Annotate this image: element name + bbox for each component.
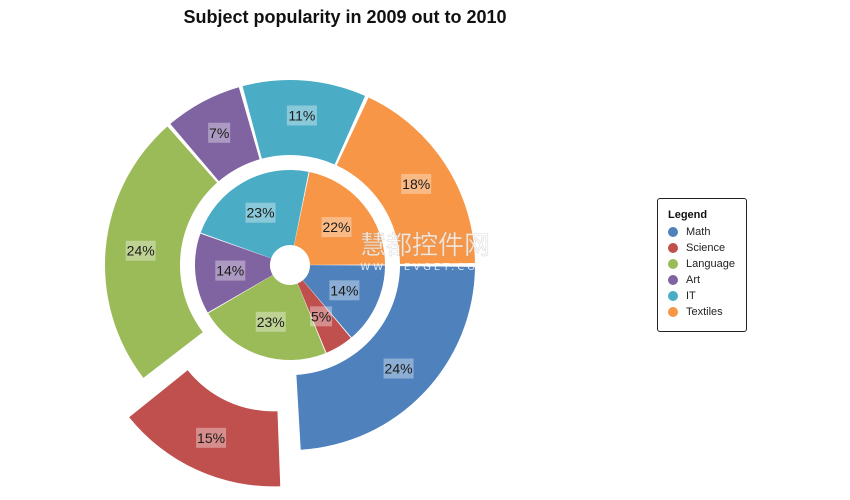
legend-item-it[interactable]: IT [668, 288, 746, 304]
outer-label-bg-it [286, 105, 317, 126]
inner-label-bg-science [310, 306, 333, 327]
legend-item-science[interactable]: Science [668, 240, 746, 256]
inner-label-math: 14% [330, 282, 358, 298]
legend-swatch-textiles [668, 307, 678, 317]
legend-title: Legend [668, 209, 708, 221]
inner-label-bg-textiles [321, 217, 352, 238]
outer-label-textiles: 18% [402, 176, 430, 192]
outer-label-bg-textiles [401, 173, 432, 194]
inner-slice-textiles[interactable] [294, 172, 385, 265]
outer-slice-art[interactable] [170, 87, 260, 182]
inner-slice-it[interactable] [200, 170, 309, 259]
outer-label-bg-math [383, 358, 414, 379]
outer-label-bg-art [208, 122, 231, 143]
legend-label-science: Science [686, 242, 726, 254]
watermark-subtext: WWW.EVGET.COM [360, 262, 490, 273]
inner-slice-art[interactable] [195, 233, 273, 313]
inner-slice-science[interactable] [297, 280, 351, 353]
inner-label-language: 23% [257, 314, 285, 330]
legend-swatch-science [668, 243, 678, 253]
inner-label-bg-language [255, 311, 286, 332]
slice-labels: 14% 5% 23% 14% 23% 22% 24% 15% 24% 7% 11% 18% [125, 105, 432, 448]
outer-label-math: 24% [385, 361, 413, 377]
outer-label-science: 15% [197, 430, 225, 446]
legend-swatch-it [668, 291, 678, 301]
legend-label-language: Language [686, 258, 735, 270]
legend-swatch-language [668, 259, 678, 269]
inner-slice-math[interactable] [302, 265, 385, 338]
outer-label-language: 24% [127, 243, 155, 259]
legend-label-math: Math [686, 226, 711, 238]
inner-label-bg-art [215, 260, 246, 281]
outer-slice-it[interactable] [242, 80, 366, 165]
inner-slice-language[interactable] [208, 275, 326, 361]
inner-label-bg-it [245, 202, 276, 223]
legend: Legend Math Science Language Art IT Text… [657, 198, 747, 332]
inner-label-bg-math [329, 280, 360, 301]
legend-label-textiles: Textiles [686, 306, 723, 318]
outer-slice-textiles[interactable] [336, 97, 475, 264]
outer-label-it: 11% [288, 107, 315, 123]
inner-label-it: 23% [247, 205, 275, 221]
outer-slice-language[interactable] [105, 126, 218, 378]
outer-label-bg-science [196, 427, 227, 448]
legend-swatch-math [668, 227, 678, 237]
outer-label-art: 7% [209, 125, 229, 141]
legend-item-art[interactable]: Art [668, 272, 746, 288]
legend-label-art: Art [686, 274, 701, 286]
outer-label-bg-language [125, 240, 156, 261]
legend-item-textiles[interactable]: Textiles [668, 304, 746, 320]
outer-slice-science[interactable] [129, 370, 281, 487]
chart-title: Subject popularity in 2009 out to 2010 [183, 7, 507, 27]
outer-slice-math[interactable] [296, 266, 475, 450]
legend-label-it: IT [686, 290, 696, 302]
legend-item-math[interactable]: Math [668, 224, 746, 240]
legend-swatch-art [668, 275, 678, 285]
watermark-text: 慧都控件网 [360, 231, 490, 261]
legend-item-language[interactable]: Language [668, 256, 746, 272]
inner-label-science: 5% [311, 308, 331, 324]
inner-label-art: 14% [216, 263, 244, 279]
inner-label-textiles: 22% [322, 219, 350, 235]
